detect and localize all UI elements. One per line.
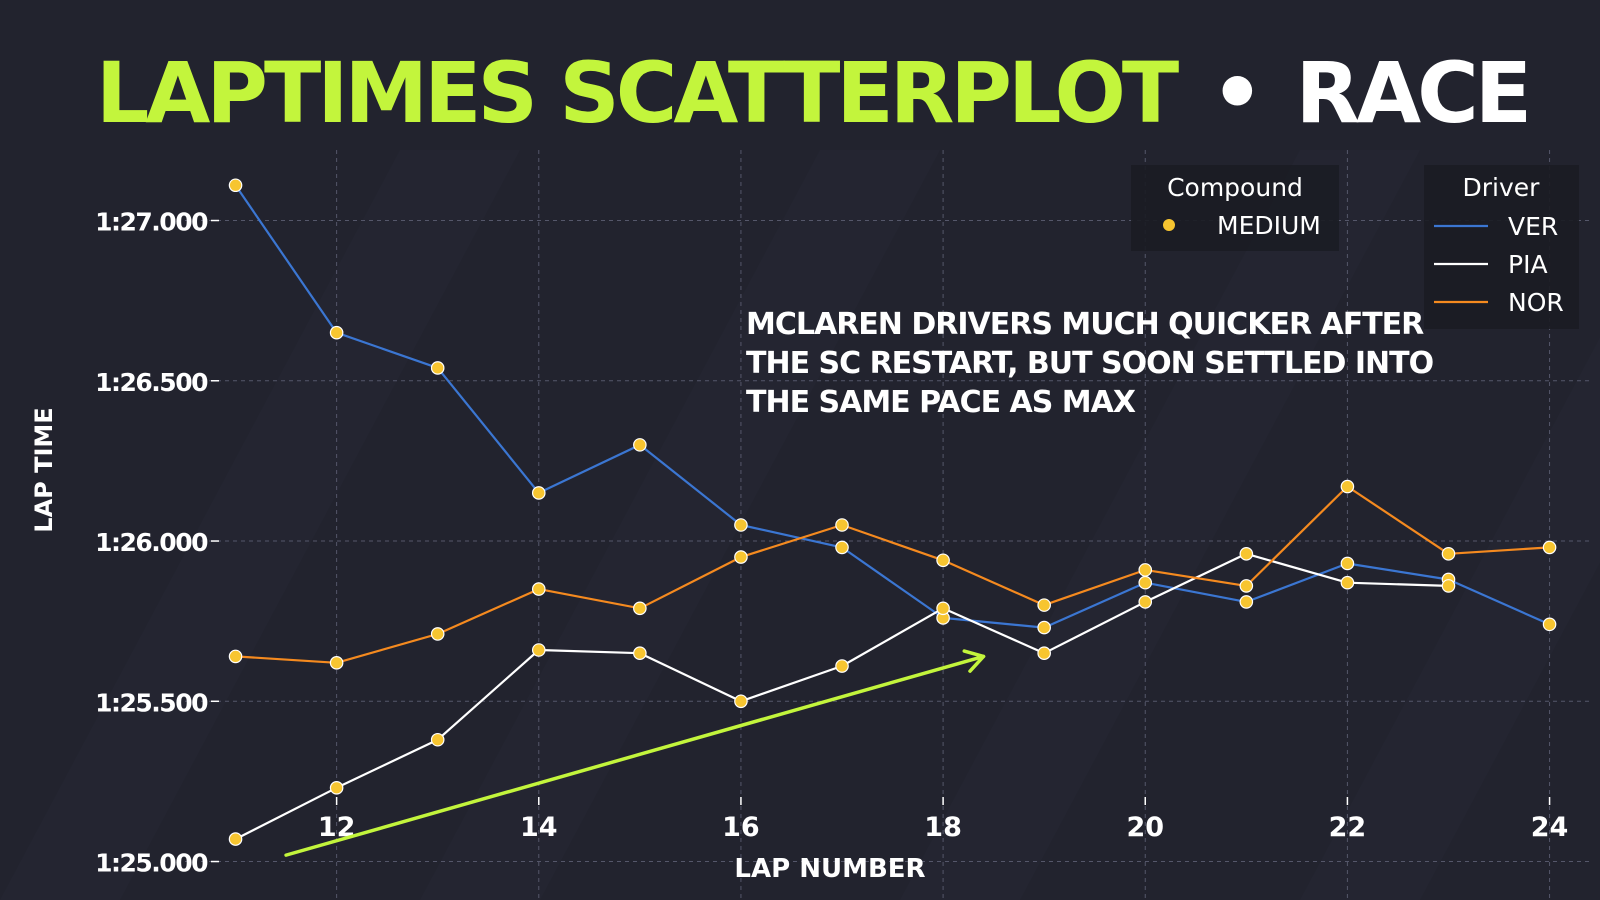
data-point-pia [531,643,546,657]
legend-medium-marker [1163,219,1175,231]
data-point-nor [936,553,950,568]
data-points [228,178,1557,846]
annotation-line: THE SC RESTART, BUT SOON SETTLED INTO [746,346,1433,381]
legend-driver-title: Driver [1463,173,1541,202]
data-point-pia [1138,595,1153,609]
data-point-nor [1239,579,1254,593]
data-point-pia [1239,547,1254,561]
data-point-pia [228,832,243,846]
chart-title: LAPTIMES SCATTERPLOT • RACE [96,44,1528,142]
y-axis-ticks: 1:25.000 1:25.500 1:26.000 1:26.500 1:27.000 [95,208,219,878]
trend-arrow-head [962,649,986,673]
data-point-ver [734,518,748,532]
legend-driver: Driver VER PIA NOR [1424,165,1579,329]
legend-compound: Compound MEDIUM [1131,165,1339,251]
legend-driver-label-ver: VER [1508,212,1558,241]
data-point-nor [329,656,344,670]
background-band [900,150,1420,900]
trend-arrow [284,649,986,857]
data-point-pia [1340,575,1355,590]
data-point-nor [531,582,546,596]
legend-driver-label-nor: NOR [1508,288,1564,317]
data-point-ver [1542,617,1557,632]
chart-title-part1: LAPTIMES SCATTERPLOT [96,44,1179,142]
x-tick-label: 20 [1126,812,1164,843]
data-point-pia [1037,646,1051,661]
data-point-ver [1138,575,1153,590]
data-point-ver [531,486,546,500]
data-point-pia [329,781,344,795]
background-band [0,150,520,900]
data-point-nor [1037,598,1051,612]
data-point-nor [1138,563,1153,577]
x-tick-label: 22 [1329,812,1367,843]
data-point-nor [228,649,243,664]
legend-driver-entries: VER PIA NOR [1434,212,1564,317]
data-point-pia [1441,579,1456,593]
data-point-nor [1542,540,1557,555]
data-point-nor [1340,479,1355,494]
y-tick-label: 1:26.000 [95,528,208,557]
data-point-nor [835,518,849,532]
data-point-ver [835,540,849,555]
data-point-pia [430,732,445,747]
background-band [420,150,940,900]
legend-compound-title: Compound [1167,173,1303,202]
legend-medium-label: MEDIUM [1217,211,1321,240]
data-point-pia [936,601,950,616]
legend-driver-label-pia: PIA [1508,250,1548,279]
x-tick-label: 16 [722,812,760,843]
data-point-ver [430,361,445,375]
data-point-nor [734,550,748,564]
x-tick-label: 24 [1531,812,1569,843]
data-point-pia [734,694,748,709]
x-axis-ticks: 12 14 16 18 20 22 24 [318,797,1569,843]
data-point-pia [835,659,849,673]
annotation-line: THE SAME PACE AS MAX [746,385,1136,420]
grid [185,150,1590,900]
x-tick-label: 18 [924,812,962,843]
y-axis-label: LAP TIME [30,407,58,532]
y-tick-label: 1:27.000 [95,208,208,237]
chart-title-part2: RACE [1295,44,1528,142]
x-axis-label: LAP NUMBER [734,854,925,884]
data-point-ver [1340,556,1355,571]
annotation: MCLAREN DRIVERS MUCH QUICKER AFTER THE S… [746,307,1434,420]
data-point-ver [1037,620,1051,635]
series-line-nor [235,485,1550,664]
data-point-nor [430,627,445,641]
background-band [1300,337,1600,900]
chart-title-separator: • [1210,44,1260,142]
legend-compound-box [1131,165,1339,251]
y-tick-label: 1:25.500 [95,688,208,717]
data-point-nor [1441,547,1456,561]
data-point-ver [228,178,243,193]
data-point-nor [633,601,647,616]
data-point-ver [633,438,647,452]
y-tick-label: 1:25.000 [95,849,208,878]
data-point-ver [1239,595,1254,609]
series-line-ver [234,184,1551,629]
data-point-ver [329,325,344,340]
x-tick-label: 14 [520,812,558,843]
trend-arrow-shaft [284,654,986,857]
y-tick-label: 1:26.500 [95,368,208,397]
annotation-line: MCLAREN DRIVERS MUCH QUICKER AFTER [746,307,1424,342]
data-point-pia [633,646,647,661]
